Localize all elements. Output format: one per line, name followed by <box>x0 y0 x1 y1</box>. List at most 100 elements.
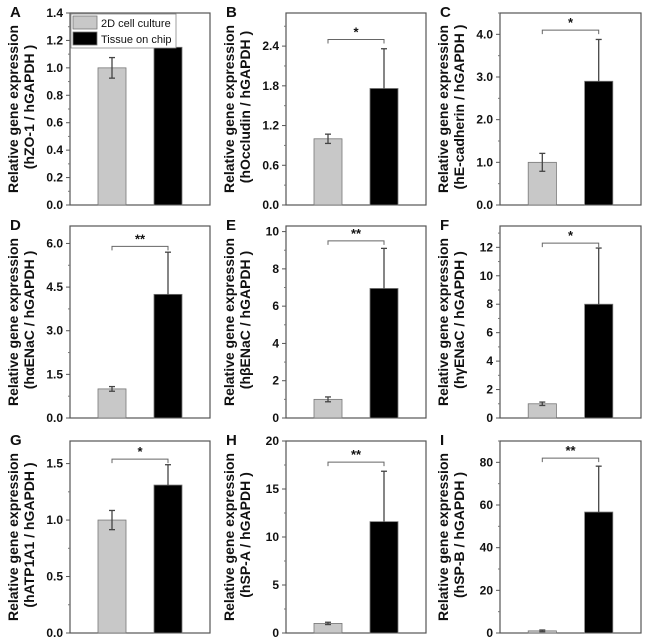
y-axis-subtitle: (hβENaC / hGAPDH ) <box>237 251 253 389</box>
significance-marker: * <box>568 15 574 30</box>
significance-marker: ** <box>565 443 576 458</box>
y-tick-label: 20 <box>480 583 494 597</box>
y-axis-title: Relative gene expression <box>5 238 21 406</box>
y-axis-title: Relative gene expression <box>435 25 451 193</box>
y-tick-label: 0.0 <box>46 198 63 212</box>
panel-e: E Relative gene expression (hβENaC / hGAPD… <box>221 217 427 425</box>
y-axis-subtitle: (hE-cadherin / hGAPDH ) <box>451 25 467 190</box>
y-tick-label: 5 <box>272 578 279 592</box>
significance-marker: ** <box>351 447 362 462</box>
y-axis-subtitle: (hSP-A / hGAPDH ) <box>237 472 253 597</box>
panel-d: D Relative gene expression (hαENaC / hGAPD… <box>5 217 211 425</box>
y-tick-label: 2.4 <box>262 39 279 53</box>
y-tick-label: 1.5 <box>46 367 63 381</box>
y-tick-label: 0.5 <box>46 570 63 584</box>
bar-2d-culture <box>313 138 343 206</box>
y-axis-subtitle: (hγENaC / hGAPDH ) <box>451 251 467 389</box>
y-tick-label: 0 <box>486 626 493 640</box>
panel-h: H Relative gene expression (hSP-A / hGAPDH… <box>221 432 427 640</box>
y-axis-subtitle: (hOccludin / hGAPDH ) <box>237 31 253 183</box>
y-tick-label: 0.6 <box>262 158 279 172</box>
y-tick-label: 2 <box>486 383 493 397</box>
panel-letter: G <box>10 432 22 449</box>
y-tick-label: 20 <box>266 434 280 448</box>
significance-marker: * <box>137 444 143 459</box>
significance-marker: * <box>568 228 574 243</box>
plot-frame <box>285 12 427 206</box>
y-axis-title: Relative gene expression <box>435 238 451 406</box>
y-tick-label: 1.4 <box>46 6 63 20</box>
bar-tissue-on-chip <box>584 80 614 206</box>
y-tick-label: 4.5 <box>46 280 63 294</box>
y-tick-label: 60 <box>480 498 494 512</box>
y-axis-title: Relative gene expression <box>435 453 451 621</box>
y-tick-label: 1.2 <box>262 119 279 133</box>
y-axis-subtitle: (hZO-1 / hGAPDH ) <box>21 45 37 169</box>
y-tick-label: 0.4 <box>46 143 63 157</box>
bar-tissue-on-chip <box>153 484 183 634</box>
bar-tissue-on-chip <box>584 511 614 634</box>
plot-frame <box>499 440 642 634</box>
panel-a: A Relative gene expression (hZO-1 / hGAPDH… <box>5 4 211 212</box>
significance-bracket <box>327 461 385 467</box>
y-tick-label: 0.6 <box>46 116 63 130</box>
significance-bracket <box>541 242 600 248</box>
plot-frame <box>285 225 427 419</box>
plot-frame <box>499 225 642 419</box>
significance-bracket <box>327 38 385 44</box>
y-tick-label: 0.0 <box>46 411 63 425</box>
panel-letter: C <box>440 4 451 21</box>
y-tick-label: 0.0 <box>476 198 493 212</box>
panel-letter: E <box>226 217 236 234</box>
y-axis-title: Relative gene expression <box>5 453 21 621</box>
panel-c: C Relative gene expression (hE-cadherin / … <box>435 4 642 212</box>
y-tick-label: 12 <box>480 240 494 254</box>
y-tick-label: 0.0 <box>262 198 279 212</box>
y-tick-label: 0.0 <box>46 626 63 640</box>
y-tick-label: 0.2 <box>46 171 63 185</box>
y-tick-label: 2.0 <box>476 113 493 127</box>
y-axis-title: Relative gene expression <box>221 453 237 621</box>
y-tick-label: 10 <box>266 225 280 239</box>
plot-frame <box>285 440 427 634</box>
panel-letter: A <box>10 4 21 21</box>
significance-bracket <box>327 240 385 245</box>
bar-tissue-on-chip <box>369 521 399 634</box>
legend-label: Tissue on chip <box>101 34 172 46</box>
y-tick-label: 2 <box>272 374 279 388</box>
panel-b: B Relative gene expression (hOccludin / hG… <box>221 4 427 212</box>
y-tick-label: 0 <box>272 626 279 640</box>
y-tick-label: 1.0 <box>46 61 63 75</box>
y-tick-label: 40 <box>480 541 494 555</box>
y-axis-subtitle: (hαENaC / hGAPDH ) <box>21 251 37 390</box>
y-tick-label: 1.5 <box>46 457 63 471</box>
significance-bracket <box>111 458 169 464</box>
bar-tissue-on-chip <box>369 88 399 206</box>
panel-f: F Relative gene expression (hγENaC / hGAPD… <box>435 217 642 425</box>
y-tick-label: 6.0 <box>46 236 63 250</box>
y-tick-label: 1.8 <box>262 79 279 93</box>
significance-bracket <box>541 29 600 35</box>
y-tick-label: 3.0 <box>476 70 493 84</box>
y-tick-label: 1.0 <box>46 513 63 527</box>
panel-i: I Relative gene expression (hSP-B / hGAPDH… <box>435 432 642 640</box>
legend: 2D cell culture Tissue on chip <box>70 13 177 49</box>
significance-marker: * <box>353 24 359 39</box>
y-tick-label: 1.2 <box>46 33 63 47</box>
bar-tissue-on-chip <box>584 303 614 419</box>
panel-letter: D <box>10 217 21 234</box>
legend-swatch <box>72 31 98 46</box>
y-tick-label: 8 <box>486 297 493 311</box>
y-axis-subtitle: (hATP1A1 / hGAPDH ) <box>21 462 37 607</box>
bar-2d-culture <box>97 519 127 634</box>
y-tick-label: 0 <box>272 411 279 425</box>
y-tick-label: 6 <box>486 326 493 340</box>
y-tick-label: 10 <box>480 269 494 283</box>
y-tick-label: 15 <box>266 482 280 496</box>
panel-letter: F <box>440 217 449 234</box>
y-tick-label: 0.8 <box>46 88 63 102</box>
bar-2d-culture <box>97 67 127 206</box>
y-tick-label: 4.0 <box>476 27 493 41</box>
y-tick-label: 4 <box>486 354 493 368</box>
y-axis-title: Relative gene expression <box>5 25 21 193</box>
